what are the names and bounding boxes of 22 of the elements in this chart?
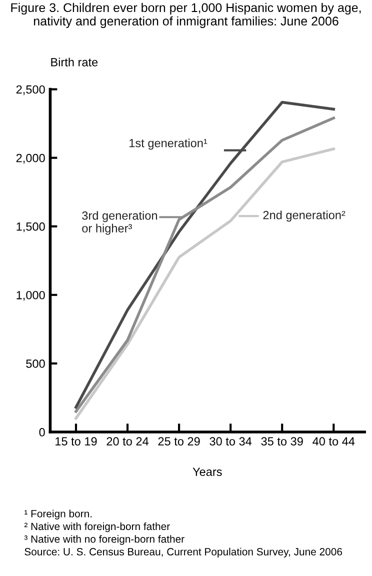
x-tick-label: 20 to 24	[106, 437, 149, 446]
y-axis-title: Birth rate	[51, 58, 98, 66]
x-tick-label: 15 to 19	[56, 437, 97, 446]
series-label: 2nd generation²	[263, 210, 346, 222]
x-tick-label: 40 to 44	[312, 437, 355, 446]
legend-label: 1st generation¹	[130, 138, 208, 150]
chart-title: Figure 3. Children ever born per 1,000 Hispanic women by age, nativity and generation of inmigrant families: June 2006	[11, 2, 361, 28]
y-tick-label: 500	[26, 359, 45, 368]
x-axis-title: Years	[192, 468, 222, 476]
x-tick-label: 25 to 29	[158, 437, 200, 446]
x-tick-label: 30 to 34	[210, 437, 252, 446]
y-tick-label: 2,000	[16, 154, 45, 164]
source-note: Source: U. S. Census Bureau, Current Population Survey, June 2006	[24, 548, 342, 558]
y-tick-label: 1,000	[16, 290, 45, 301]
y-tick-label: 1,500	[16, 222, 45, 232]
text: ¹ Foreign born.	[24, 510, 92, 520]
y-tick-label: 2,500	[16, 85, 45, 96]
y-tick-label: 0	[39, 428, 45, 436]
x-tick-label: 35 to 39	[261, 437, 303, 446]
text: ³ Native with no foreign-born father	[24, 535, 184, 545]
text: ² Native with foreign-born father	[24, 522, 170, 532]
legend-label: 3rd generation or higher³	[82, 211, 158, 235]
